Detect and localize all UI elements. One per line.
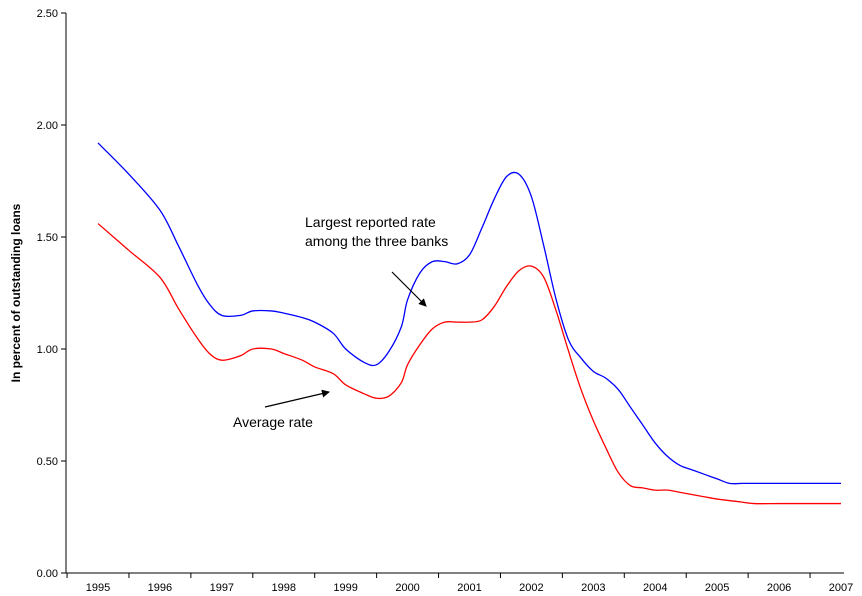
series-line-largest-rate [97,142,841,485]
series-layer [97,142,841,505]
annotation-largest-rate-line-2: among the three banks [305,233,448,249]
x-tick-label: 1996 [148,582,172,594]
x-tick-label: 1998 [272,582,296,594]
x-tick-label: 2002 [519,582,543,594]
y-tick-label: 2.50 [37,8,58,20]
annotation-largest-rate: Largest reported rate among the three ba… [305,214,448,307]
annotation-average-rate-arrow [264,389,330,408]
x-axis: 1995 1996 1997 1998 1999 2000 2001 2002 2003 2004… [66,572,853,594]
x-tick-label: 2001 [457,582,481,594]
y-tick-label: 1.50 [37,232,58,244]
x-tick-label: 2005 [705,582,729,594]
x-tick-label: 2004 [643,582,667,594]
y-tick-label: 0.50 [37,456,58,468]
y-axis: 0.00 0.50 1.00 1.50 2.00 2.50 [37,8,67,580]
x-tick-label: 2003 [581,582,605,594]
x-tick-label: 2007 [829,582,853,594]
x-tick-label: 1995 [86,582,110,594]
y-tick-label: 0.00 [37,568,58,580]
annotation-average-rate: Average rate [233,389,330,430]
annotation-largest-rate-line-1: Largest reported rate [305,214,436,230]
y-tick-label: 2.00 [37,120,58,132]
x-tick-label: 1999 [333,582,357,594]
series-line-average-rate [97,223,841,505]
x-tick-label: 1997 [210,582,234,594]
y-axis-title: In percent of outstanding loans [9,203,23,382]
annotation-largest-rate-arrow [391,271,427,307]
x-tick-label: 2000 [395,582,419,594]
annotation-average-rate-line-1: Average rate [233,414,313,430]
x-tick-label: 2006 [767,582,791,594]
y-tick-label: 1.00 [37,344,58,356]
